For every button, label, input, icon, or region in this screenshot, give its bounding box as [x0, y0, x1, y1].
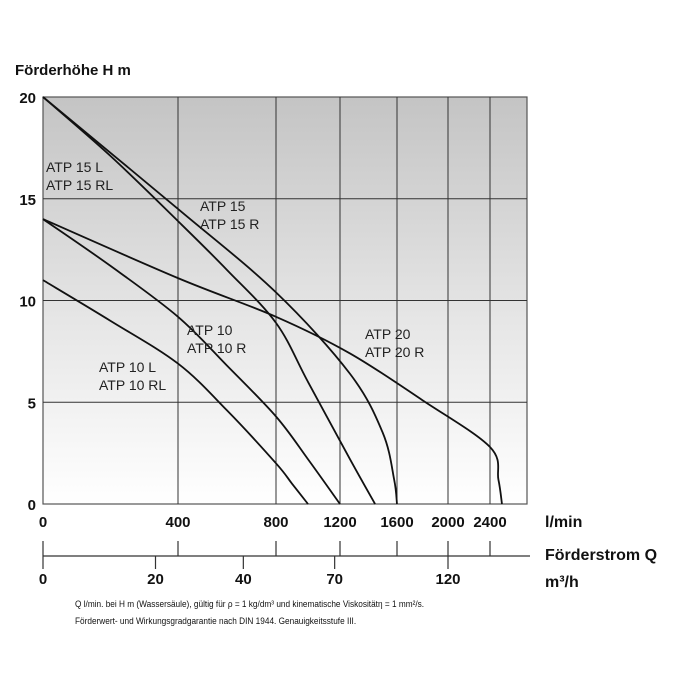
curve-atp-10-l [42, 279, 309, 505]
y-tick-label: 15 [19, 192, 36, 209]
x2-tick-label: 40 [235, 571, 252, 588]
curve-atp-10 [42, 218, 341, 505]
series-label: ATP 10 RL [99, 377, 166, 393]
y-tick-label: 10 [19, 294, 36, 311]
x-tick-label: 2000 [431, 514, 464, 531]
footnote-line-1: Q l/min. bei H m (Wassersäule), gültig f… [75, 599, 425, 610]
y-tick-label: 20 [19, 90, 36, 107]
curve-atp-15-l [42, 96, 376, 505]
x-tick-label: 400 [165, 514, 190, 531]
series-label: ATP 20 R [365, 344, 424, 360]
series-label: ATP 15 [200, 198, 246, 214]
series-label: ATP 20 [365, 326, 411, 342]
x-tick-label: 800 [263, 514, 288, 531]
x-tick-label: 0 [39, 514, 47, 531]
x2-tick-label: 20 [147, 571, 164, 588]
x-axis-title: Förderstrom Q [545, 547, 657, 564]
series-label: ATP 15 L [46, 159, 103, 175]
y-axis-title: Förderhöhe H m [15, 62, 131, 79]
x2-tick-label: 120 [435, 571, 460, 588]
x-unit-label: l/min [545, 514, 582, 531]
x-tick-label: 1200 [323, 514, 356, 531]
x2-tick-label: 70 [326, 571, 343, 588]
x2-tick-label: 0 [39, 571, 47, 588]
curve-atp-20 [42, 218, 503, 505]
footnote-line-2: Förderwert- und Wirkungsgradgarantie nac… [75, 616, 357, 627]
series-label: ATP 10 L [99, 359, 156, 375]
y-tick-label: 0 [28, 497, 36, 514]
series-label: ATP 15 R [200, 216, 259, 232]
series-label: ATP 10 R [187, 340, 246, 356]
x-tick-label: 2400 [473, 514, 506, 531]
series-label: ATP 10 [187, 322, 233, 338]
series-label: ATP 15 RL [46, 177, 113, 193]
x2-unit-label: m³/h [545, 574, 579, 591]
y-tick-label: 5 [28, 395, 36, 412]
x-tick-label: 1600 [380, 514, 413, 531]
